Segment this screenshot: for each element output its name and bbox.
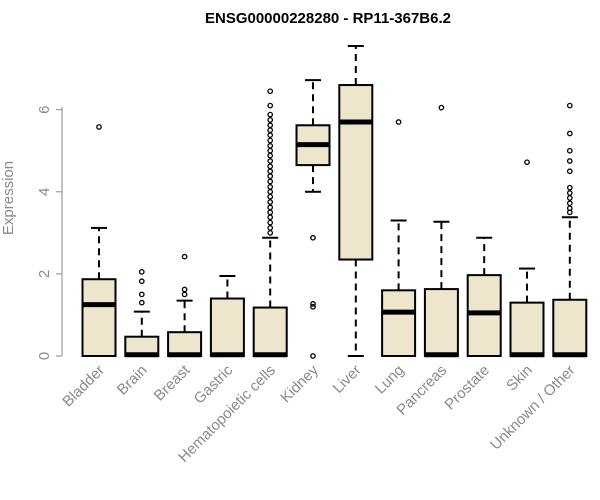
boxes-group — [81, 45, 588, 359]
outlier-point — [267, 163, 274, 170]
outlier-point — [96, 124, 102, 130]
y-tick-label: 0 — [36, 352, 53, 360]
outlier-point — [181, 291, 188, 298]
outlier-point — [267, 199, 274, 205]
outlier-point — [267, 225, 274, 231]
x-tick-label: Lung — [372, 362, 408, 398]
outlier-point — [267, 193, 274, 200]
iqr-box — [509, 301, 545, 358]
x-tick-label: Skin — [503, 362, 536, 395]
y-axis-ticks: 0 2 4 6 — [36, 106, 62, 360]
outlier-point — [566, 200, 573, 207]
box-2 — [167, 253, 203, 358]
outlier-point — [138, 291, 145, 298]
iqr-box — [466, 274, 502, 357]
box-10 — [509, 159, 545, 358]
box-9 — [466, 236, 502, 357]
outlier-point — [267, 88, 274, 95]
outlier-point — [267, 117, 274, 123]
x-tick-label: Kidney — [277, 361, 322, 406]
outlier-point — [566, 130, 573, 137]
outlier-point — [138, 268, 145, 275]
outlier-point — [267, 122, 274, 129]
outlier-point — [267, 204, 274, 211]
x-tick-label: Breast — [151, 361, 194, 404]
outlier-point — [566, 102, 573, 109]
outlier-point — [267, 111, 274, 118]
box-3 — [209, 274, 245, 358]
outlier-point — [181, 286, 188, 293]
x-tick-label: Liver — [330, 362, 365, 397]
box-6 — [338, 45, 374, 357]
iqr-box — [252, 306, 288, 357]
outlier-point — [138, 299, 145, 306]
x-tick-label: Bladder — [59, 362, 108, 411]
outlier-point — [267, 158, 274, 164]
box-5 — [295, 79, 331, 359]
box-7 — [381, 119, 417, 358]
y-tick-label: 4 — [36, 188, 53, 196]
outlier-point — [267, 214, 274, 221]
outlier-point — [395, 119, 402, 125]
outlier-point — [181, 253, 188, 260]
iqr-box — [552, 298, 588, 358]
outlier-point — [267, 178, 274, 185]
outlier-point — [438, 104, 445, 111]
outlier-point — [310, 303, 316, 310]
outlier-point — [267, 219, 274, 226]
outlier-point — [566, 168, 573, 175]
x-tick-label: Prostate — [441, 362, 493, 414]
y-axis-label: Expression — [0, 161, 17, 235]
outlier-point — [566, 195, 573, 201]
outlier-point — [566, 190, 573, 196]
outlier-point — [310, 353, 316, 359]
box-1 — [124, 268, 160, 358]
outlier-point — [566, 147, 573, 154]
outlier-point — [267, 152, 274, 159]
box-4 — [252, 88, 288, 358]
box-8 — [423, 104, 459, 358]
outlier-point — [267, 173, 274, 180]
outlier-point — [267, 229, 274, 236]
outlier-point — [267, 127, 274, 134]
outlier-point — [267, 184, 274, 190]
outlier-point — [267, 188, 274, 195]
iqr-box — [381, 289, 417, 358]
outlier-point — [310, 301, 316, 307]
outlier-point — [267, 168, 274, 175]
chart-title: ENSG00000228280 - RP11-367B6.2 — [205, 10, 451, 27]
outlier-point — [267, 102, 274, 109]
outlier-point — [566, 184, 573, 191]
outlier-point — [267, 147, 274, 154]
iqr-box — [423, 288, 459, 357]
x-tick-label: Brain — [114, 362, 151, 399]
y-tick-label: 6 — [36, 106, 53, 114]
box-0 — [81, 124, 117, 357]
outlier-point — [267, 142, 274, 149]
outlier-point — [310, 234, 316, 241]
outlier-point — [138, 278, 145, 285]
iqr-box — [209, 297, 245, 357]
box-11 — [552, 102, 588, 358]
iqr-box — [81, 278, 117, 357]
outlier-point — [267, 137, 274, 144]
y-tick-label: 2 — [36, 270, 53, 278]
outlier-point — [267, 209, 274, 216]
outlier-point — [566, 158, 573, 164]
outlier-point — [267, 132, 274, 138]
iqr-box — [338, 84, 374, 261]
outlier-point — [524, 159, 530, 166]
